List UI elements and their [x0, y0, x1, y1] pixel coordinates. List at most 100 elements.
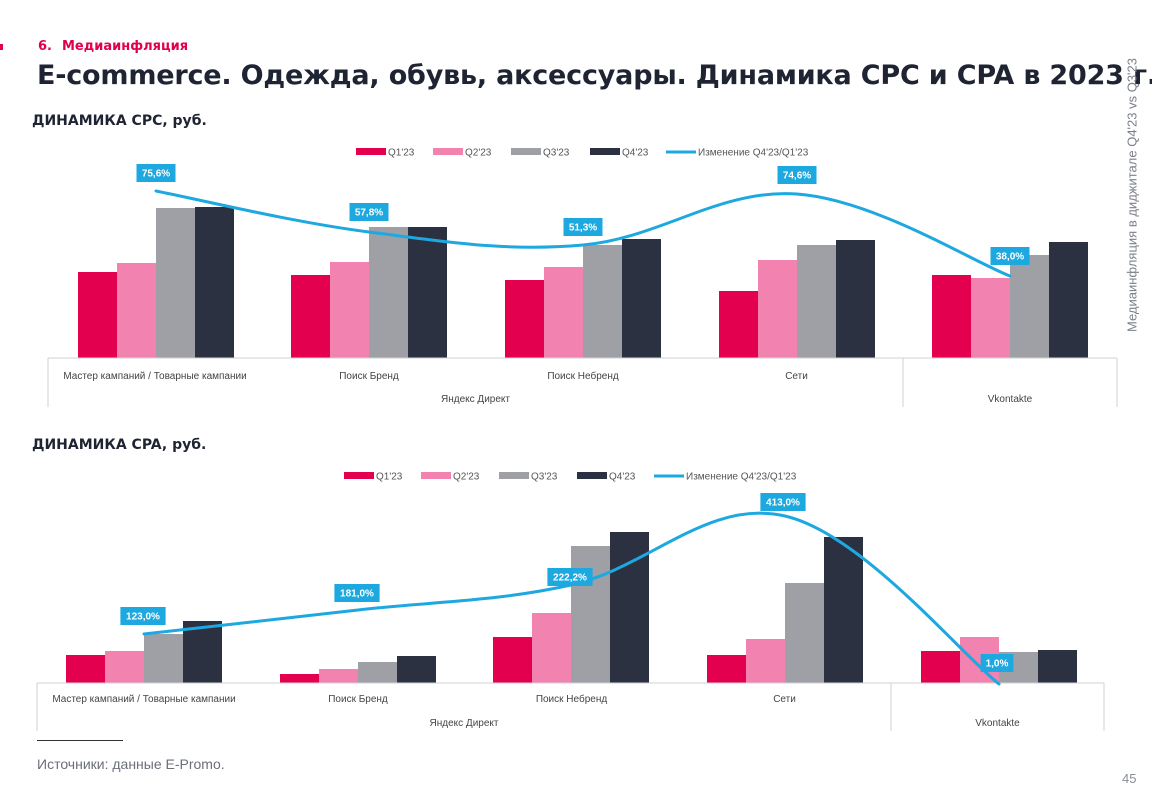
legend-label: Q2'23: [453, 472, 480, 483]
legend-label: Q3'23: [531, 472, 558, 483]
bar: [505, 280, 544, 358]
group-label: Vkontakte: [975, 718, 1020, 729]
legend-swatch: [577, 472, 607, 479]
legend-label: Q3'23: [543, 148, 570, 159]
section-heading: 6. Медиаинфляция: [38, 39, 188, 54]
legend-swatch: [499, 472, 529, 479]
legend-swatch: [590, 148, 620, 155]
change-label-box: [760, 493, 806, 511]
bar: [195, 207, 234, 358]
bar: [183, 621, 222, 683]
legend-label: Q2'23: [465, 148, 492, 159]
bar: [105, 651, 144, 683]
bar: [622, 239, 661, 358]
change-label: 1,0%: [986, 659, 1009, 670]
bar: [291, 275, 330, 358]
bar: [719, 291, 758, 358]
change-label-box: [136, 164, 176, 182]
bar: [358, 662, 397, 683]
bar: [1010, 255, 1049, 358]
bar: [493, 637, 532, 683]
group-label: Vkontakte: [988, 394, 1033, 405]
change-label-box: [547, 568, 593, 586]
cpa-subtitle: ДИНАМИКА CPA, руб.: [32, 437, 207, 453]
change-label: 222,2%: [553, 573, 587, 584]
category-label: Поиск Небренд: [547, 370, 619, 382]
change-label: 38,0%: [996, 252, 1024, 263]
category-label: Мастер кампаний / Товарные кампании: [63, 371, 246, 382]
bar: [583, 245, 622, 358]
bar: [397, 656, 436, 683]
category-label: Поиск Бренд: [339, 371, 399, 382]
change-label: 51,3%: [569, 223, 597, 234]
bar: [330, 262, 369, 358]
page-title: E-commerce. Одежда, обувь, аксессуары. Д…: [37, 60, 1152, 91]
footnote-divider: [37, 740, 123, 741]
bar: [571, 546, 610, 683]
change-label-box: [990, 247, 1030, 265]
legend-label: Q4'23: [622, 148, 649, 159]
legend-label: Q1'23: [376, 472, 403, 483]
bar: [66, 655, 105, 683]
bar: [78, 272, 117, 358]
bar: [1049, 242, 1088, 358]
page-number: 45: [1122, 771, 1137, 786]
bar: [144, 634, 183, 683]
bar: [1038, 650, 1077, 683]
bar: [746, 639, 785, 683]
change-label-box: [563, 218, 603, 236]
legend-label: Изменение Q4'23/Q1'23: [698, 148, 809, 159]
bar: [797, 245, 836, 358]
bar: [156, 208, 195, 358]
bar: [707, 655, 746, 683]
bar: [836, 240, 875, 358]
section-number: 6.: [38, 39, 52, 54]
bar: [971, 278, 1010, 358]
bar: [532, 613, 571, 683]
category-label: Поиск Бренд: [328, 694, 388, 705]
legend-label: Q4'23: [609, 472, 636, 483]
category-label: Мастер кампаний / Товарные кампании: [52, 694, 235, 705]
group-label: Яндекс Директ: [430, 718, 499, 729]
category-label: Поиск Небренд: [536, 693, 608, 705]
bar: [824, 537, 863, 683]
legend-swatch: [421, 472, 451, 479]
change-label-box: [777, 166, 817, 184]
bar: [758, 260, 797, 358]
change-label-box: [349, 203, 389, 221]
cpc-subtitle: ДИНАМИКА CPC, руб.: [32, 113, 207, 129]
source-note: Источники: данные E-Promo.: [37, 756, 225, 772]
bar: [117, 263, 156, 358]
legend-label: Изменение Q4'23/Q1'23: [686, 472, 797, 483]
cpc-chart: Q1'23 Q2'23 Q3'23 Q4'23 Изменение Q4'23/Q1'2…: [47, 148, 1118, 407]
change-label: 413,0%: [766, 498, 800, 509]
change-label: 123,0%: [126, 612, 160, 623]
bar: [369, 227, 408, 358]
category-label: Сети: [773, 694, 796, 705]
legend-label: Q1'23: [388, 148, 415, 159]
legend-swatch: [356, 148, 386, 155]
change-label-box: [334, 584, 380, 602]
change-label-box: [120, 607, 166, 625]
change-label-box: [980, 654, 1014, 672]
legend-swatch: [433, 148, 463, 155]
bar: [280, 674, 319, 683]
bar: [785, 583, 824, 683]
group-label: Яндекс Директ: [441, 394, 510, 405]
change-line: [154, 189, 1012, 278]
bar: [319, 669, 358, 683]
legend-swatch: [511, 148, 541, 155]
category-label: Сети: [785, 371, 808, 382]
bar: [408, 227, 447, 358]
accent-marker: [0, 44, 3, 50]
bar: [932, 275, 971, 358]
change-label: 181,0%: [340, 589, 374, 600]
change-label: 75,6%: [142, 169, 170, 180]
bar: [921, 651, 960, 683]
bar: [544, 267, 583, 358]
change-label: 57,8%: [355, 208, 383, 219]
section-label: Медиаинфляция: [61, 39, 189, 54]
change-label: 74,6%: [783, 171, 811, 182]
legend-swatch: [344, 472, 374, 479]
